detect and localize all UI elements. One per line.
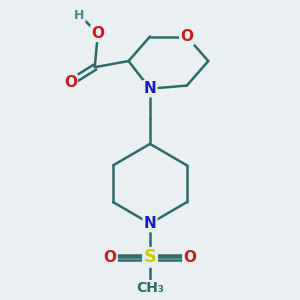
Text: O: O [180,29,193,44]
Text: O: O [92,26,104,41]
Text: O: O [103,250,117,265]
Text: S: S [143,248,157,266]
Text: N: N [144,81,156,96]
Text: CH₃: CH₃ [136,281,164,295]
Text: N: N [144,216,156,231]
Text: O: O [183,250,196,265]
Text: H: H [74,8,85,22]
Text: O: O [64,75,77,90]
